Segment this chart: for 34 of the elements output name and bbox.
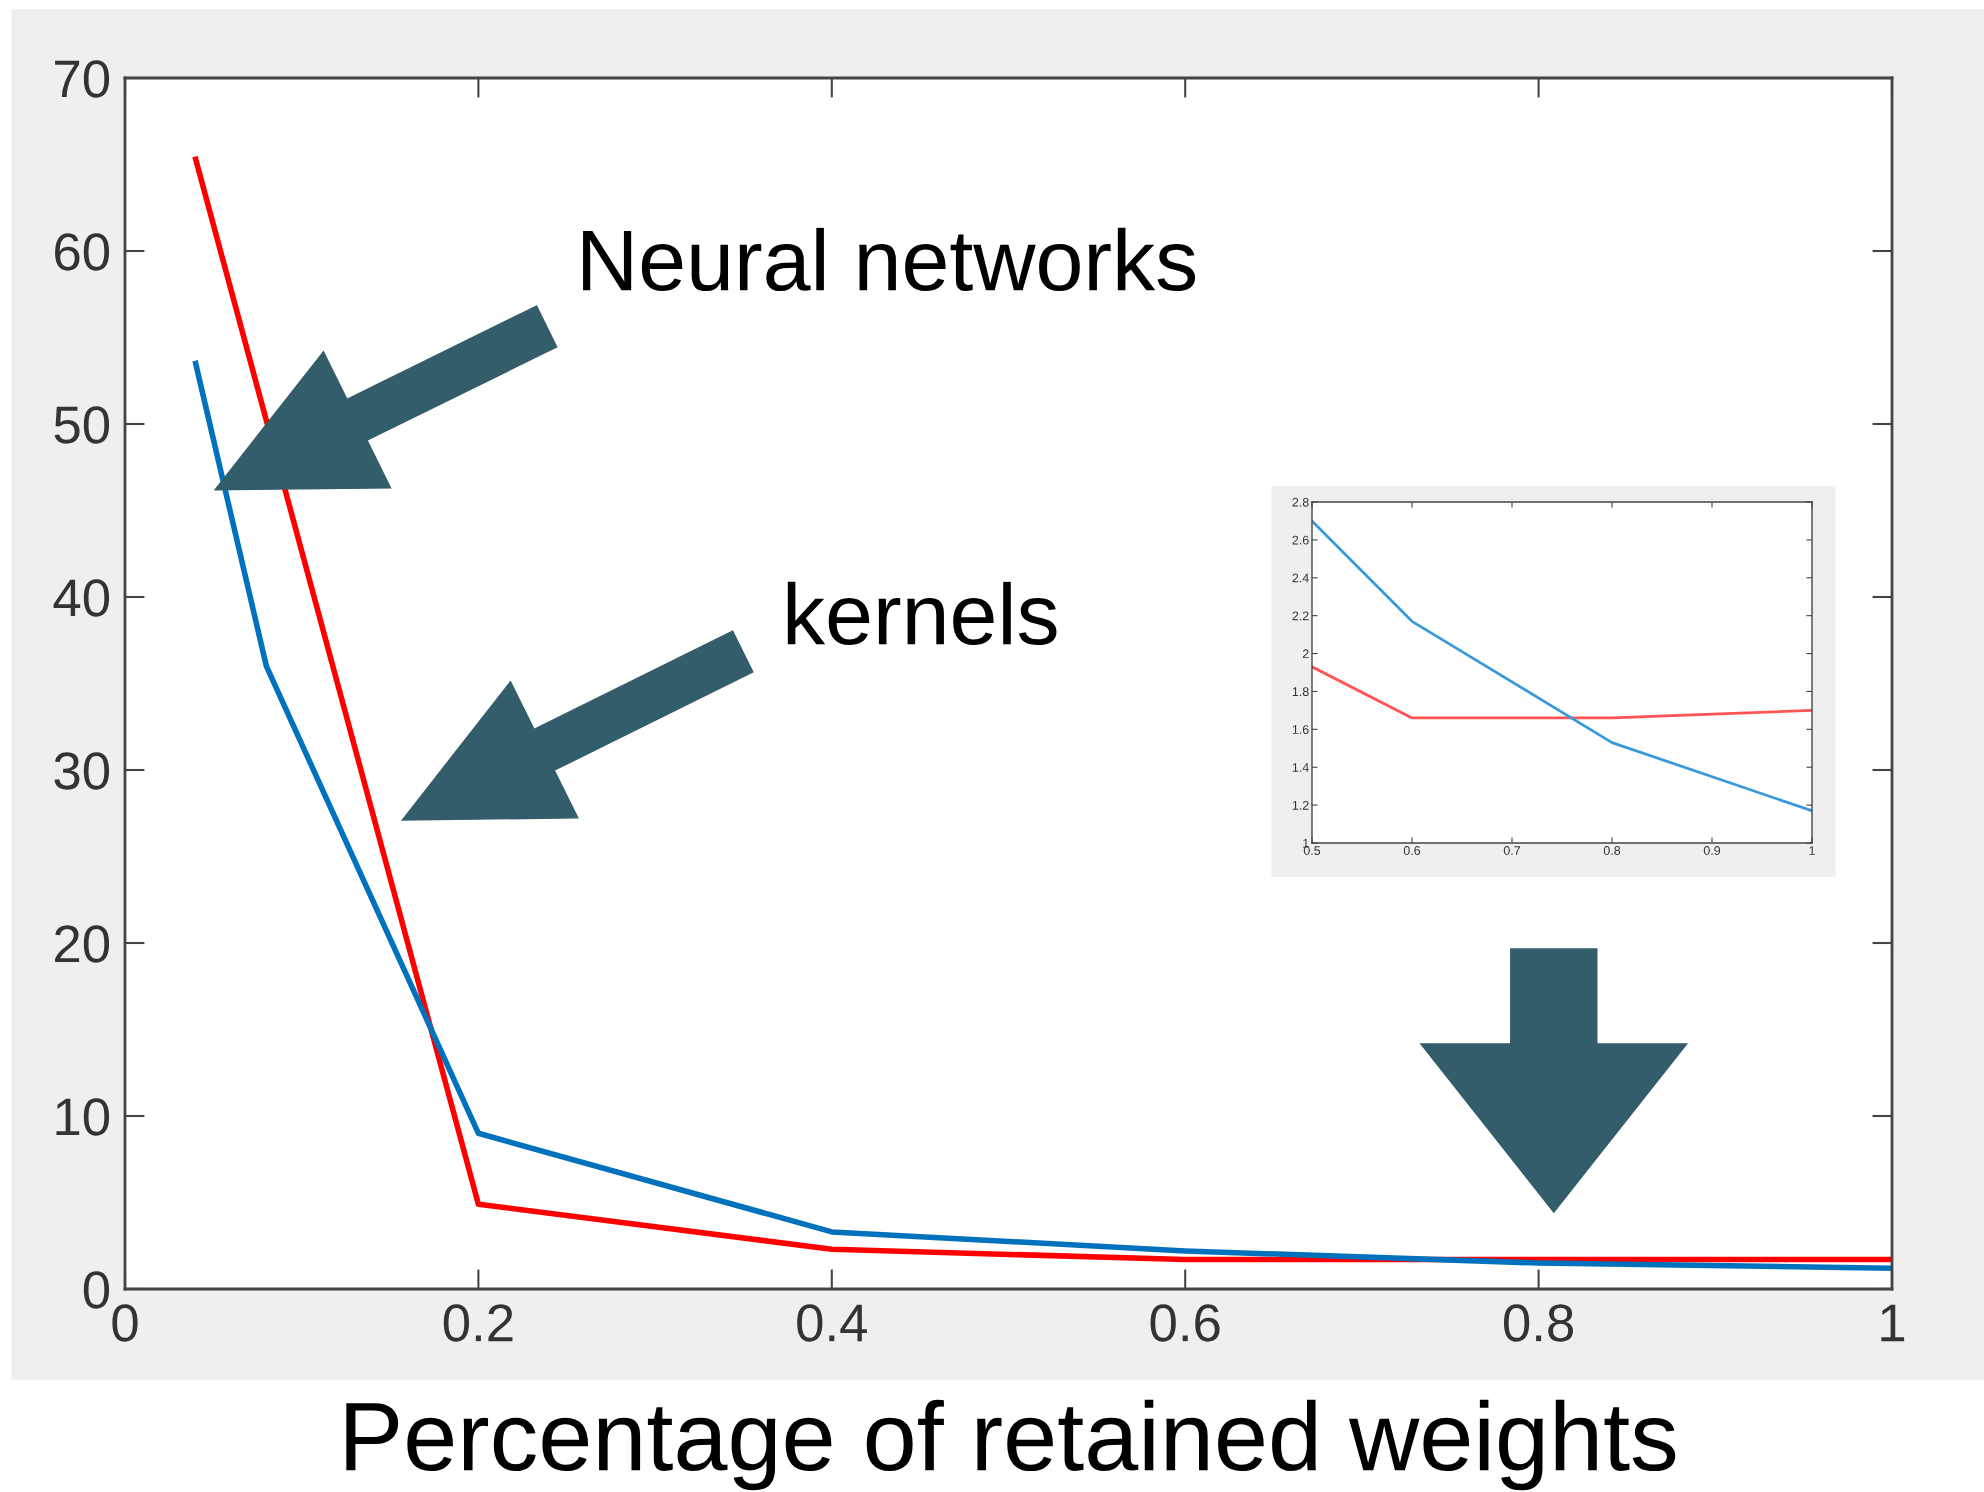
y-tick-label: 1.2 — [1292, 800, 1309, 810]
annotation: kernels — [787, 581, 1057, 646]
x-tick-label: 0.6 — [1150, 1304, 1220, 1342]
y-tick-label: 2.8 — [1292, 497, 1309, 507]
y-tick-label: 60 — [55, 233, 110, 271]
line-series — [1312, 519, 1812, 813]
x-tick-label: 1 — [1881, 1304, 1905, 1342]
x-tick-label: 0 — [112, 1304, 138, 1342]
x-tick-label: 0.2 — [443, 1304, 513, 1342]
x-tick-label: 0.6 — [1403, 846, 1421, 855]
y-tick-label: 1.4 — [1292, 763, 1309, 772]
y-tick-label: 2.4 — [1292, 573, 1309, 583]
x-axis-title: Percentage of retained weights — [346, 1399, 1676, 1491]
x-tick-label: 0.8 — [1503, 1304, 1573, 1342]
y-tick-label: 40 — [53, 579, 110, 617]
y-tick-label: 20 — [55, 925, 110, 963]
y-tick-label: 1 — [1303, 838, 1309, 848]
y-tick-label: 1.8 — [1292, 687, 1309, 697]
x-tick-label: 0.8 — [1603, 846, 1621, 855]
annotation: Neural networks — [583, 227, 1196, 292]
x-tick-label: 0.4 — [797, 1304, 867, 1342]
x-tick-label: 1 — [1809, 846, 1815, 855]
y-tick-label: 10 — [56, 1098, 110, 1136]
y-tick-label: 2.2 — [1292, 611, 1309, 621]
y-tick-label: 50 — [54, 406, 110, 444]
x-tick-label: 0.7 — [1503, 846, 1521, 855]
y-tick-label: 70 — [55, 60, 110, 98]
y-tick-label: 1.6 — [1292, 725, 1309, 734]
y-tick-label: 2.6 — [1292, 535, 1309, 545]
y-tick-label: 0 — [83, 1271, 110, 1309]
x-tick-label: 0.5 — [1303, 846, 1321, 855]
x-tick-label: 0.9 — [1703, 846, 1721, 855]
y-tick-label: 2 — [1302, 649, 1309, 659]
y-tick-label: 30 — [54, 752, 110, 790]
